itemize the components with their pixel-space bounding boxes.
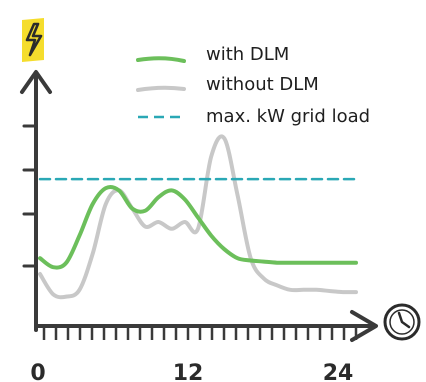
x-axis-minor-ticks <box>42 326 358 340</box>
y-axis <box>20 70 52 332</box>
x-tick-label-24: 24 <box>323 361 354 382</box>
series-line-without-dlm <box>38 134 358 300</box>
series-line-with-dlm <box>38 184 358 270</box>
x-tick-labels: 0 12 24 <box>30 361 353 382</box>
legend-label-without-dlm: without DLM <box>206 74 319 95</box>
legend-label-max-load: max. kW grid load <box>206 106 370 127</box>
x-axis <box>34 310 378 342</box>
x-tick-label-12: 12 <box>173 361 204 382</box>
legend: with DLM without DLM max. kW grid load <box>136 44 370 127</box>
clock-icon <box>383 303 421 341</box>
legend-swatch-with-dlm <box>136 56 186 63</box>
legend-swatch-without-dlm <box>136 85 186 92</box>
legend-label-with-dlm: with DLM <box>206 44 289 65</box>
x-tick-label-0: 0 <box>30 361 45 382</box>
series-layer <box>38 134 358 300</box>
lightning-bolt-icon <box>22 18 44 62</box>
